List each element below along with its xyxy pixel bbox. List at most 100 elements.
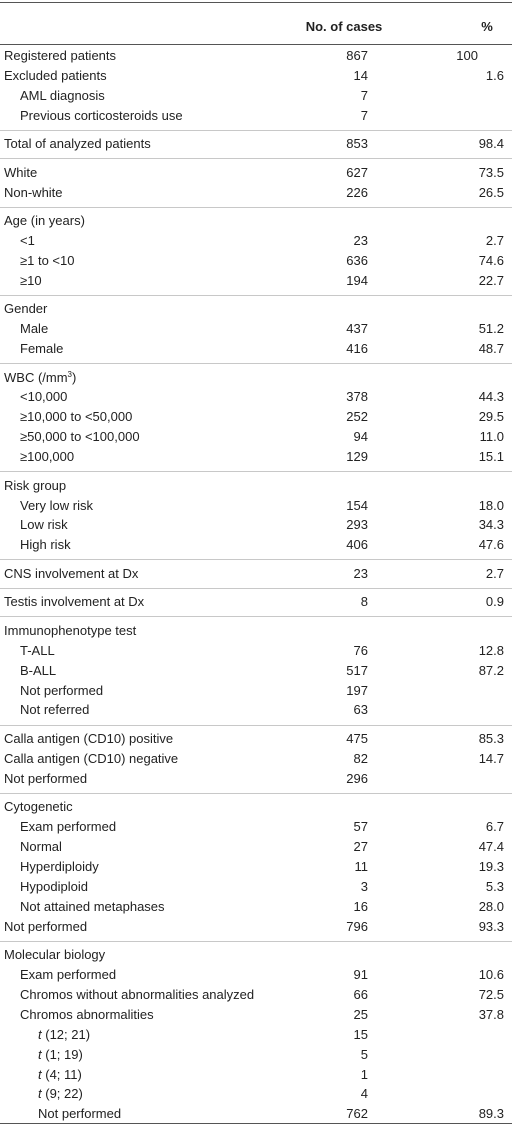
row-label: WBC (/mm3): [4, 370, 76, 386]
row-label-text: ≥50,000 to <100,000: [20, 429, 140, 444]
row-label: Risk group: [4, 478, 66, 494]
cell-cases: 7: [360, 88, 368, 103]
row-label-text: Not performed: [4, 919, 88, 934]
cell-percent: 22.7: [478, 273, 504, 288]
cell-cases: 23: [353, 233, 368, 248]
translocation-italic: t: [38, 1027, 42, 1042]
row-label: Chromos abnormalities: [20, 1007, 154, 1023]
cell-cases: 406: [346, 537, 368, 552]
cell-percent: 2.7: [485, 233, 504, 248]
row-label-text: Not attained metaphases: [20, 899, 165, 914]
section-divider: [0, 207, 512, 208]
row-label: <1: [20, 233, 35, 249]
cell-percent: 10.6: [478, 967, 504, 982]
section-divider: [0, 130, 512, 131]
cell-cases: 82: [353, 751, 368, 766]
row-label: Not attained metaphases: [20, 899, 165, 915]
row-label-text: Male: [20, 321, 49, 336]
section-divider: [0, 559, 512, 560]
section-divider: [0, 363, 512, 364]
translocation-italic: t: [38, 1047, 42, 1062]
row-label: Normal: [20, 839, 62, 855]
row-label-text: Normal: [20, 839, 62, 854]
row-label: Chromos without abnormalities analyzed: [20, 987, 254, 1003]
row-label-text: Not performed: [38, 1106, 122, 1121]
header-percent: %: [481, 19, 493, 34]
row-label: t (9; 22): [38, 1086, 83, 1102]
row-label: Hyperdiploidy: [20, 859, 99, 875]
row-label: Not performed: [38, 1106, 121, 1122]
cell-percent: 12.8: [478, 643, 504, 658]
cell-percent: 19.3: [478, 859, 504, 874]
row-label: Hypodiploid: [20, 879, 88, 895]
cell-cases: 154: [346, 498, 368, 513]
cell-cases: 475: [346, 731, 368, 746]
cell-cases: 27: [353, 839, 368, 854]
cell-cases: 378: [346, 389, 368, 404]
row-label: ≥10: [20, 273, 42, 289]
cell-percent: 5.3: [485, 879, 504, 894]
row-label-text: WBC (/mm: [4, 370, 68, 385]
header-rule: [0, 44, 512, 45]
unit-superscript: 3: [67, 370, 72, 379]
row-label-text: Not referred: [20, 702, 90, 717]
cell-cases: 91: [353, 967, 368, 982]
cell-percent: 47.6: [478, 537, 504, 552]
row-label: Very low risk: [20, 498, 93, 514]
cell-percent: 1.6: [485, 68, 504, 83]
cell-percent: 51.2: [478, 321, 504, 336]
cell-cases: 76: [353, 643, 368, 658]
cell-percent: 14.7: [478, 751, 504, 766]
cell-cases: 517: [346, 663, 368, 678]
cell-cases: 226: [346, 185, 368, 200]
row-label: AML diagnosis: [20, 88, 105, 104]
cell-percent: 98.4: [478, 136, 504, 151]
cell-cases: 194: [346, 273, 368, 288]
row-label-text: <10,000: [20, 389, 68, 404]
row-label-text: (4; 11): [41, 1067, 82, 1082]
row-label: Exam performed: [20, 967, 116, 983]
row-label-text: Excluded patients: [4, 68, 107, 83]
cell-percent: 87.2: [478, 663, 504, 678]
row-label: t (12; 21): [38, 1027, 90, 1043]
cell-cases: 1: [360, 1067, 368, 1082]
row-label: Calla antigen (CD10) positive: [4, 731, 173, 747]
row-label: ≥100,000: [20, 449, 74, 465]
row-label-text: Chromos without abnormalities analyzed: [20, 987, 255, 1002]
row-label-text: Risk group: [4, 478, 67, 493]
cell-percent: 73.5: [478, 165, 504, 180]
cell-cases: 762: [346, 1106, 368, 1121]
cell-percent: 15.1: [478, 449, 504, 464]
row-label: <10,000: [20, 389, 67, 405]
row-label-text: Hypodiploid: [20, 879, 88, 894]
row-label: t (4; 11): [38, 1067, 82, 1083]
translocation-italic: t: [38, 1086, 42, 1101]
cell-cases: 8: [360, 594, 368, 609]
row-label-text: Molecular biology: [4, 947, 106, 962]
cell-cases: 252: [346, 409, 368, 424]
row-label: Cytogenetic: [4, 799, 73, 815]
row-label-text: Cytogenetic: [4, 799, 73, 814]
cell-cases: 11: [354, 859, 369, 874]
row-label-text: High risk: [20, 537, 71, 552]
cell-cases: 293: [346, 517, 368, 532]
translocation-italic: t: [38, 1067, 42, 1082]
row-label: Testis involvement at Dx: [4, 594, 144, 610]
row-label-text: Registered patients: [4, 48, 117, 63]
cell-cases: 129: [346, 449, 368, 464]
cell-cases: 853: [346, 136, 368, 151]
row-label: CNS involvement at Dx: [4, 566, 138, 582]
row-label-text: Age (in years): [4, 213, 85, 228]
row-label-text: (1; 19): [41, 1047, 83, 1062]
header-cases: No. of cases: [305, 19, 383, 34]
row-label: Non-white: [4, 185, 63, 201]
row-label-text: Low risk: [20, 517, 68, 532]
row-label-text: ≥10: [20, 273, 42, 288]
row-label-text: Non-white: [4, 185, 63, 200]
cell-cases: 437: [346, 321, 368, 336]
row-label: Female: [20, 341, 63, 357]
row-label-text: <1: [20, 233, 35, 248]
row-label: ≥50,000 to <100,000: [20, 429, 140, 445]
row-label: Not performed: [20, 683, 103, 699]
row-label-text: Chromos abnormalities: [20, 1007, 154, 1022]
